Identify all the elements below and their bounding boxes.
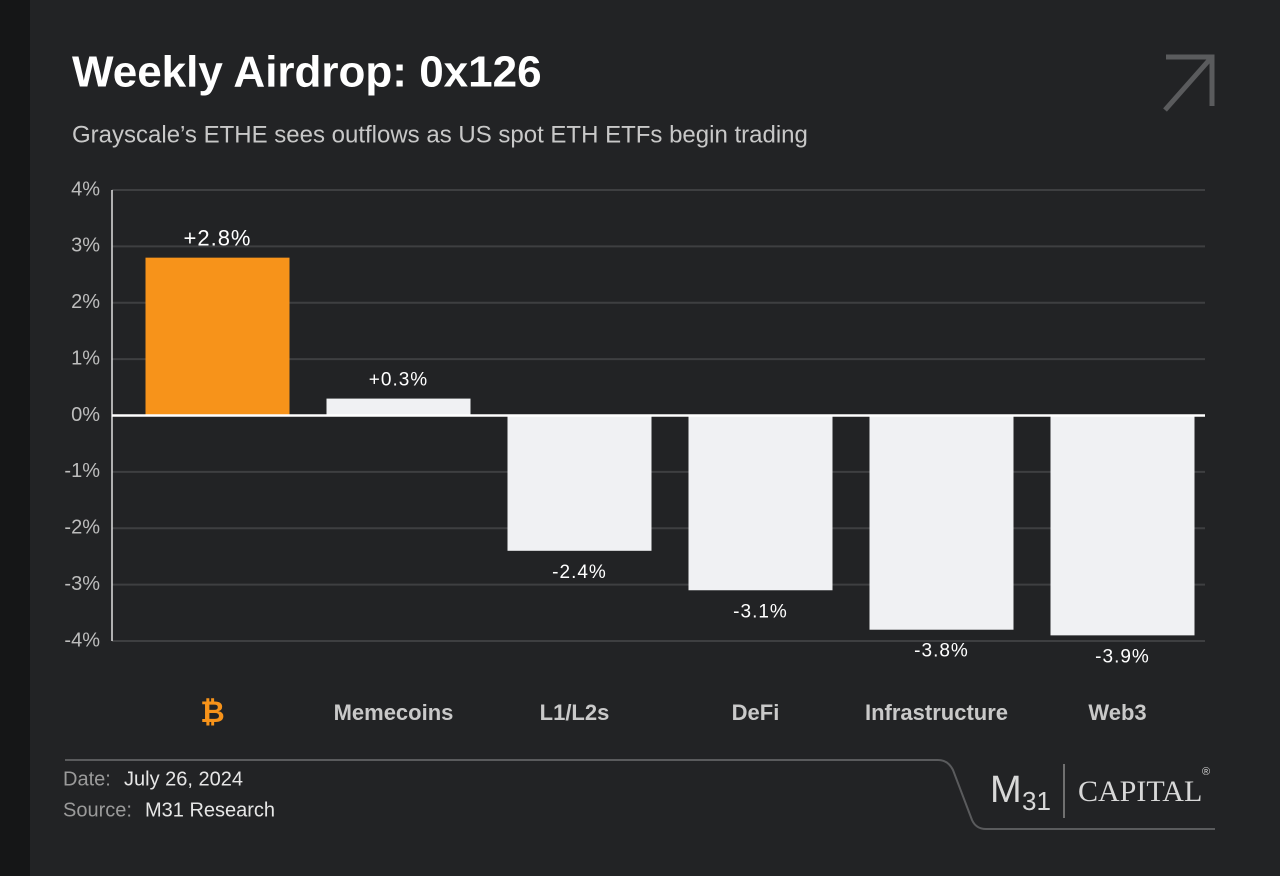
value-label: -3.8%: [914, 641, 969, 662]
arrow-icon: [1163, 54, 1215, 112]
x-tick-label: Memecoins: [334, 700, 454, 725]
bar: [326, 398, 471, 416]
date: July 26, 2024: [124, 768, 243, 790]
y-tick-label: 1%: [71, 347, 100, 369]
y-tick-label: -1%: [64, 460, 100, 482]
x-tick-label: L1/L2s: [540, 700, 610, 725]
x-tick-label: Infrastructure: [865, 700, 1008, 725]
bar: [507, 415, 652, 551]
y-tick-label: 4%: [71, 178, 100, 200]
source-label: Source:: [63, 799, 132, 821]
value-label: -2.4%: [552, 562, 607, 583]
x-tick-label: DeFi: [732, 700, 780, 725]
y-tick-label: 3%: [71, 235, 100, 257]
value-label: -3.9%: [1095, 646, 1150, 667]
value-label: -3.1%: [733, 601, 788, 622]
logo-number: 31: [1022, 786, 1051, 816]
logo-mark: ®: [1202, 766, 1210, 778]
bar: [688, 415, 833, 591]
y-tick-label: -3%: [64, 573, 100, 595]
footer-rule: [65, 759, 1215, 830]
chart-title: Weekly Airdrop: 0x126: [72, 48, 542, 97]
bar: [869, 415, 1014, 630]
source: M31 Research: [145, 799, 275, 821]
logo-name: CAPITAL: [1078, 775, 1202, 808]
date-label: Date:: [63, 768, 111, 790]
value-label: +0.3%: [369, 370, 428, 391]
y-tick-label: -4%: [64, 629, 100, 651]
chart-subtitle: Grayscale’s ETHE sees outflows as US spo…: [72, 121, 808, 148]
x-tick-label: ₿: [200, 696, 224, 729]
bar: [145, 257, 290, 416]
x-tick-label: Web3: [1088, 700, 1146, 725]
y-tick-label: -2%: [64, 517, 100, 539]
y-tick-label: 2%: [71, 291, 100, 313]
y-tick-label: 0%: [71, 404, 100, 426]
bar: [1050, 415, 1195, 636]
logo-letter: M: [990, 769, 1022, 811]
value-label: +2.8%: [184, 225, 252, 250]
